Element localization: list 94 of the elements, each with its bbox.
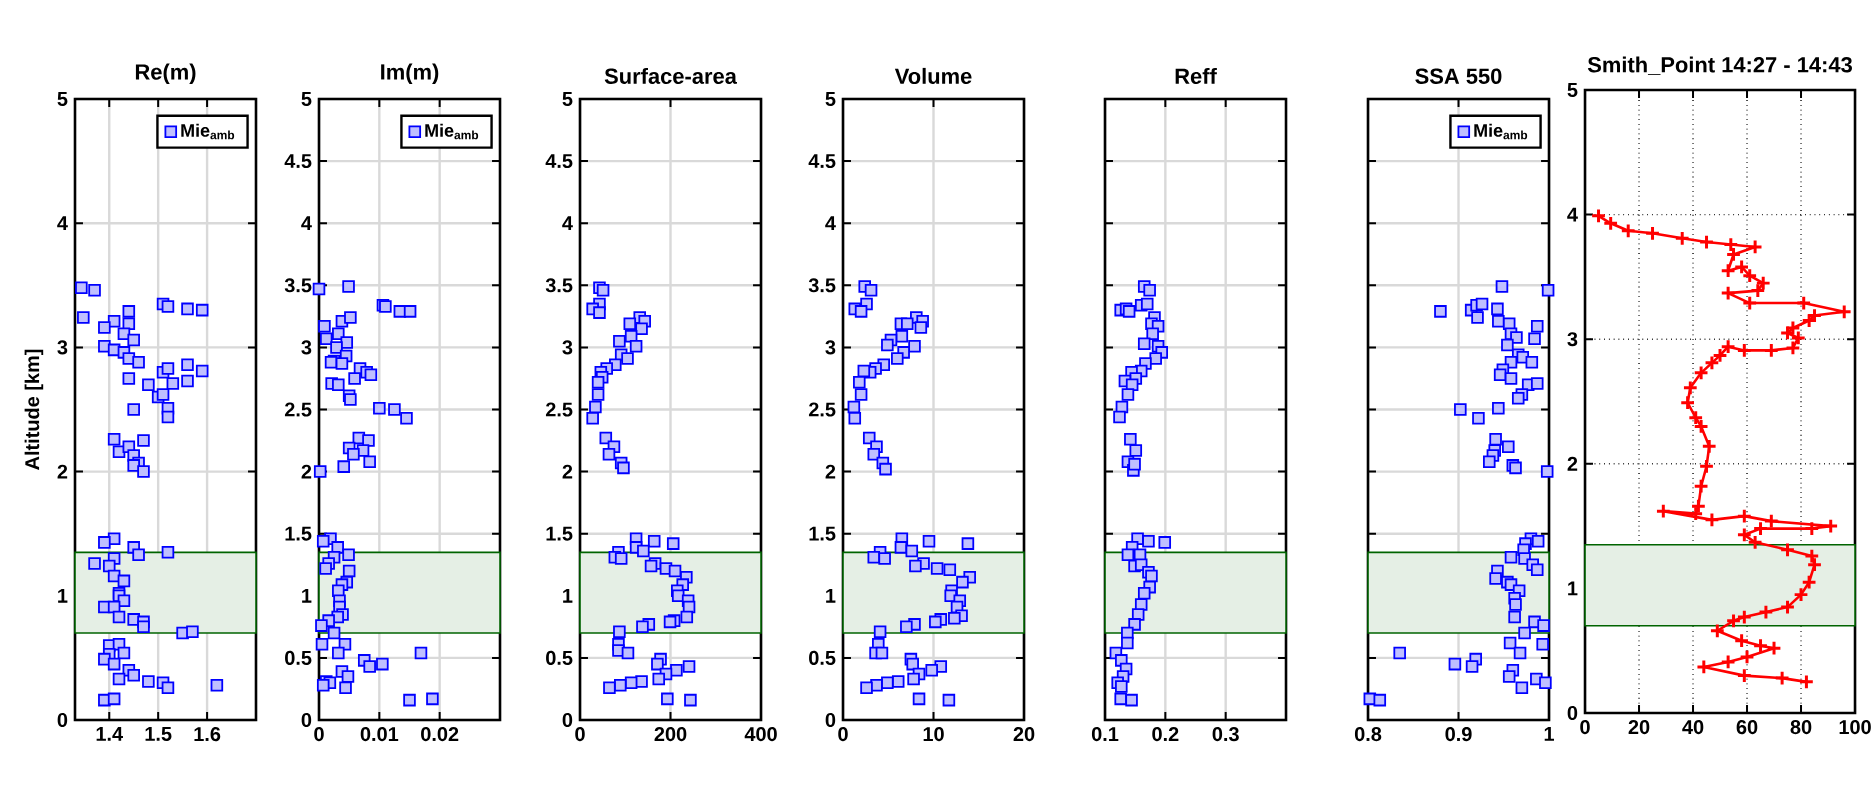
point (1158, 536, 1172, 549)
y-tick-label: 1.5 (809, 526, 836, 541)
x-tick-label: 20 (1013, 727, 1035, 742)
x-tick-label: 0 (1580, 720, 1590, 735)
point (1143, 283, 1156, 297)
y-tick-label: 5 (57, 92, 68, 106)
x-tick-label: 0.9 (1445, 727, 1472, 742)
point (1128, 457, 1141, 471)
y-tick-label: 2 (1567, 456, 1578, 471)
point (1146, 327, 1159, 341)
y-tick-label: 1.5 (285, 526, 312, 541)
y-tick-label: 4.5 (545, 154, 573, 169)
x-tick-label: 80 (1790, 720, 1812, 735)
y-tick-label: 2 (57, 464, 68, 479)
point (1125, 693, 1138, 707)
x-tick-label: 20 (1628, 720, 1650, 735)
point (1140, 297, 1154, 311)
y-tick-label: 4 (301, 216, 312, 231)
y-tick-label: 4.5 (284, 154, 312, 169)
y-tick-label: 4 (1567, 207, 1578, 222)
x-tick-label: 400 (744, 727, 777, 742)
chart-title: Re(m) (135, 63, 196, 84)
point (1142, 534, 1155, 548)
x-tick-label: 0 (314, 727, 324, 742)
y-tick-label: 5 (562, 92, 573, 106)
x-tick-label: 100 (1839, 720, 1871, 735)
y-tick-label: 4.5 (808, 154, 836, 169)
y-tick-label: 0.5 (809, 650, 836, 665)
y-tick-label: 2.5 (284, 402, 312, 417)
chart-title: SSA 550 (1415, 68, 1502, 84)
y-tick-label: 2.5 (545, 402, 573, 417)
y-tick-label: 1.5 (546, 526, 573, 541)
y-tick-label: 1 (58, 588, 68, 603)
y-tick-label: 1 (302, 588, 312, 603)
y-tick-label: 3 (1567, 332, 1578, 347)
y-tick-label: 4 (825, 216, 836, 231)
chart-title: Im(m) (381, 63, 439, 84)
chart-title: Smith_Point 14:27 - 14:43 (1587, 56, 1852, 75)
y-tick-label: 2 (562, 464, 573, 479)
y-tick-label: 4 (562, 216, 573, 231)
y-tick-label: 3 (562, 340, 573, 355)
x-tick-label: 0.01 (360, 727, 399, 742)
y-tick-label: 4 (57, 216, 68, 231)
point (1124, 433, 1137, 446)
x-tick-label: 0.3 (1212, 727, 1239, 742)
point (1121, 388, 1135, 401)
y-tick-label: 3 (301, 340, 312, 355)
y-tick-label: 1 (1568, 581, 1578, 596)
y-tick-label: 0.5 (285, 650, 312, 665)
point (1129, 444, 1143, 457)
x-tick-label: 1.4 (96, 727, 123, 741)
y-tick-label: 3.5 (545, 278, 573, 293)
x-tick-label: 1.6 (194, 727, 221, 742)
legend-label: Mie$_{amb}$ (181, 123, 235, 140)
y-tick-label: 5 (1567, 83, 1578, 97)
x-tick-label: 0.8 (1354, 727, 1382, 742)
point (1121, 548, 1135, 562)
x-tick-label: 200 (654, 727, 687, 742)
y-tick-label: 1 (826, 588, 836, 603)
y-tick-label: 2 (301, 464, 312, 479)
y-tick-label: 2.5 (808, 402, 836, 417)
legend-label: Mie$_{amb}$ (1474, 123, 1528, 140)
point (1121, 636, 1134, 650)
y-axis-title: Altitude [km] (24, 349, 44, 470)
x-tick-label: 40 (1682, 720, 1704, 735)
point (1137, 337, 1151, 350)
y-tick-label: 1 (563, 588, 573, 603)
y-tick-label: 0 (1567, 705, 1578, 721)
y-tick-label: 0.5 (546, 650, 573, 665)
x-tick-label: 0.2 (1152, 727, 1179, 742)
y-tick-label: 3.5 (284, 278, 312, 293)
chart-title: Volume (894, 67, 972, 84)
x-tick-label: 0 (575, 727, 585, 742)
x-tick-label: 10 (923, 727, 944, 742)
y-tick-label: 5 (301, 92, 312, 106)
point (1115, 680, 1128, 693)
x-tick-label: 0.1 (1091, 727, 1119, 742)
point (1145, 569, 1158, 583)
y-tick-label: 3.5 (808, 278, 836, 293)
x-tick-label: 1.5 (145, 727, 172, 741)
point (1149, 352, 1162, 365)
y-tick-label: 2 (825, 464, 836, 479)
x-tick-label: 0 (838, 727, 848, 742)
x-tick-label: 60 (1736, 720, 1758, 735)
legend-label: Mie$_{amb}$ (425, 123, 479, 140)
y-tick-label: 3 (825, 340, 836, 355)
y-tick-label: 3 (57, 340, 68, 355)
x-tick-label: 1 (1544, 727, 1555, 741)
y-tick-label: 5 (825, 92, 836, 106)
point (1113, 410, 1126, 424)
x-tick-label: 0.02 (421, 727, 459, 742)
chart-title: Surface-area (604, 67, 738, 84)
point (1137, 587, 1151, 600)
chart-title: Reff (1175, 67, 1217, 84)
